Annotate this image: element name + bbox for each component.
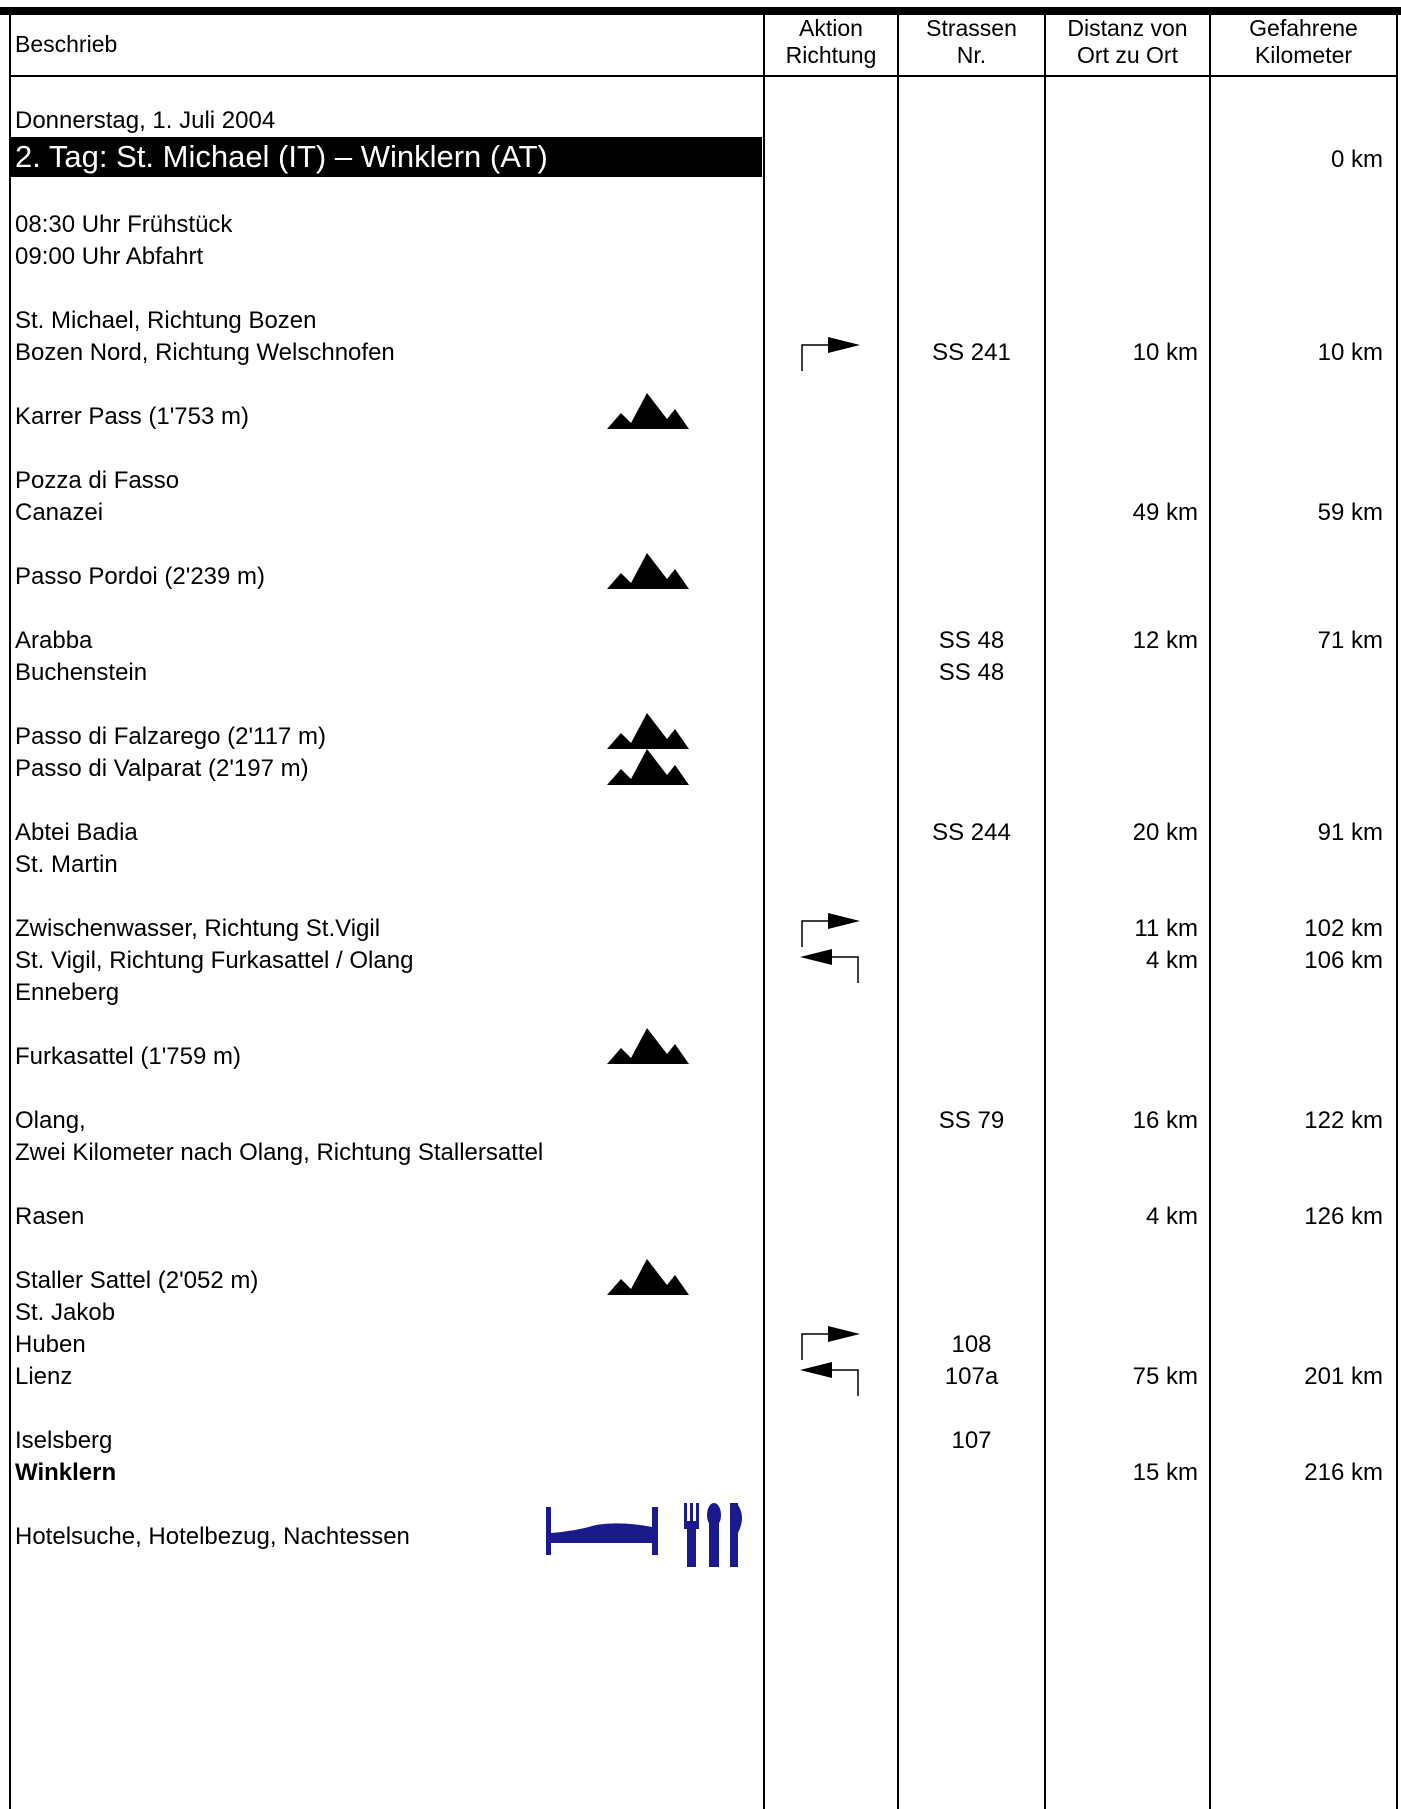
road-number: 108 (951, 1331, 992, 1358)
distance-value: 4 km (1145, 1203, 1198, 1230)
route-stop: Iselsberg (15, 1427, 113, 1454)
header-kilometer: Gefahrene Kilometer (1211, 15, 1396, 69)
route-stop: Lienz (15, 1363, 73, 1390)
turn-left-icon (800, 949, 859, 983)
distance-value: 20 km (1132, 819, 1198, 846)
total-km: 10 km (1317, 339, 1383, 366)
road-number: SS 244 (932, 819, 1011, 846)
route-stop: Enneberg (15, 979, 120, 1006)
schedule-departure: 09:00 Uhr Abfahrt (15, 243, 204, 270)
total-km: 122 km (1304, 1107, 1383, 1134)
mountain-pass-icon (607, 393, 689, 429)
header-strassen-l1: Strassen (926, 15, 1017, 41)
distance-value: 12 km (1132, 627, 1198, 654)
road-number: SS 48 (938, 659, 1005, 686)
road-number: SS 241 (932, 339, 1011, 366)
top-rule (0, 7, 1401, 15)
mountain-pass-icon (607, 553, 689, 589)
total-km: 102 km (1304, 915, 1383, 942)
header-aktion-richtung: Aktion Richtung (765, 15, 897, 69)
column-divider (1396, 15, 1398, 1809)
route-stop: Pozza di Fasso (15, 467, 180, 494)
turn-right-icon (801, 337, 860, 371)
total-start: 0 km (1330, 146, 1383, 173)
route-stop: Arabba (15, 627, 93, 654)
route-stop: Zwischenwasser, Richtung St.Vigil (15, 915, 381, 942)
header-kilometer-l2: Kilometer (1254, 42, 1353, 68)
schedule-breakfast: 08:30 Uhr Frühstück (15, 211, 233, 238)
distance-value: 15 km (1132, 1459, 1198, 1486)
column-divider (897, 15, 899, 1809)
total-km: 216 km (1304, 1459, 1383, 1486)
route-stop: St. Martin (15, 851, 118, 878)
route-stop: Olang, (15, 1107, 86, 1134)
total-km: 106 km (1304, 947, 1383, 974)
total-km: 91 km (1317, 819, 1383, 846)
header-richtung: Richtung (785, 42, 877, 68)
total-km: 126 km (1304, 1203, 1383, 1230)
route-stop: Passo Pordoi (2'239 m) (15, 563, 266, 590)
total-km: 59 km (1317, 499, 1383, 526)
distance-value: 49 km (1132, 499, 1198, 526)
distance-value: 75 km (1132, 1363, 1198, 1390)
distance-value: 11 km (1134, 915, 1198, 942)
road-number: SS 79 (938, 1107, 1005, 1134)
header-divider (9, 75, 1398, 77)
route-destination: Winklern (15, 1459, 117, 1486)
mountain-pass-icon (607, 713, 689, 749)
header-strassen: Strassen Nr. (899, 15, 1044, 69)
road-number: 107a (944, 1363, 999, 1390)
route-stop: Canazei (15, 499, 104, 526)
header-distanz: Distanz von Ort zu Ort (1046, 15, 1209, 69)
cutlery-icon (684, 1503, 742, 1567)
route-stop: St. Michael, Richtung Bozen (15, 307, 317, 334)
route-stop: Passo di Falzarego (2'117 m) (15, 723, 326, 750)
turn-left-icon (800, 1362, 859, 1396)
road-number: 107 (951, 1427, 992, 1454)
column-divider (1044, 15, 1046, 1809)
route-stop: Staller Sattel (2'052 m) (15, 1267, 259, 1294)
header-beschrieb: Beschrieb (15, 31, 118, 57)
route-stop: Zwei Kilometer nach Olang, Richtung Stal… (15, 1139, 544, 1166)
route-stop: Huben (15, 1331, 86, 1358)
route-stop: Furkasattel (1'759 m) (15, 1043, 241, 1070)
column-divider (763, 15, 765, 1809)
route-stop: Buchenstein (15, 659, 148, 686)
distance-value: 10 km (1132, 339, 1198, 366)
route-stop: Passo di Valparat (2'197 m) (15, 755, 309, 782)
column-divider (9, 15, 11, 1809)
header-distanz-l2: Ort zu Ort (1077, 42, 1178, 68)
mountain-pass-icon (607, 749, 689, 785)
day-date: Donnerstag, 1. Juli 2004 (15, 107, 276, 134)
distance-value: 16 km (1132, 1107, 1198, 1134)
mountain-pass-icon (607, 1259, 689, 1295)
route-stop: Bozen Nord, Richtung Welschnofen (15, 339, 395, 366)
route-stop: St. Jakob (15, 1299, 116, 1326)
total-km: 71 km (1317, 627, 1383, 654)
day-title-bar (9, 137, 762, 177)
day-title: 2. Tag: St. Michael (IT) – Winklern (AT) (15, 139, 548, 174)
header-aktion: Aktion (799, 15, 863, 41)
turn-right-icon (801, 913, 860, 947)
header-strassen-l2: Nr. (956, 42, 987, 68)
route-evening: Hotelsuche, Hotelbezug, Nachtessen (15, 1523, 410, 1550)
road-number: SS 48 (938, 627, 1005, 654)
route-stop: Abtei Badia (15, 819, 138, 846)
distance-value: 4 km (1145, 947, 1198, 974)
header-distanz-l1: Distanz von (1067, 15, 1188, 41)
header-kilometer-l1: Gefahrene (1249, 15, 1358, 41)
mountain-pass-icon (607, 1028, 689, 1064)
bed-icon (546, 1507, 658, 1555)
column-divider (1209, 15, 1211, 1809)
route-stop: St. Vigil, Richtung Furkasattel / Olang (15, 947, 414, 974)
route-stop: Karrer Pass (1'753 m) (15, 403, 249, 430)
turn-right-icon (801, 1326, 860, 1360)
route-stop: Rasen (15, 1203, 85, 1230)
total-km: 201 km (1304, 1363, 1383, 1390)
